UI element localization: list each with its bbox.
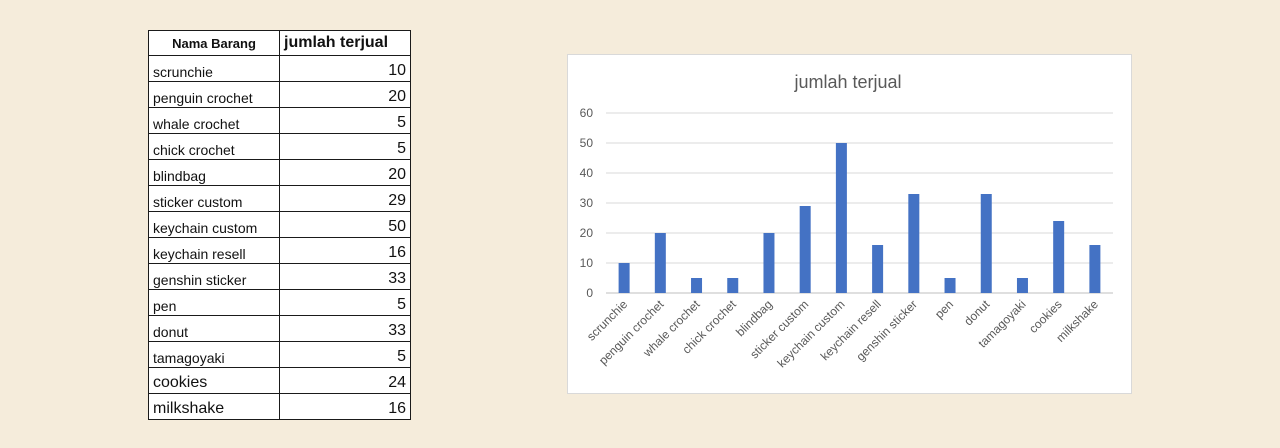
y-tick-label: 20: [580, 226, 594, 240]
table-row: chick crochet 5: [148, 133, 411, 160]
cell-nama-barang[interactable]: chick crochet: [148, 133, 280, 160]
table-row: whale crochet 5: [148, 107, 411, 134]
table-row: cookies 24: [148, 367, 411, 394]
table-row: scrunchie 10: [148, 55, 411, 82]
bar[interactable]: [872, 245, 884, 293]
cell-nama-barang[interactable]: blindbag: [148, 159, 280, 186]
y-tick-label: 50: [580, 136, 594, 150]
table-row: pen 5: [148, 289, 411, 316]
bar[interactable]: [908, 194, 920, 293]
cell-jumlah-terjual[interactable]: 24: [279, 367, 411, 394]
bar[interactable]: [1016, 278, 1028, 293]
table-body: scrunchie 10 penguin crochet 20 whale croche…: [148, 55, 411, 420]
bar[interactable]: [691, 278, 703, 293]
header-nama-barang[interactable]: Nama Barang: [148, 30, 280, 56]
cell-nama-barang[interactable]: whale crochet: [148, 107, 280, 134]
bar[interactable]: [1089, 245, 1101, 293]
cell-jumlah-terjual[interactable]: 33: [279, 315, 411, 342]
bar[interactable]: [1053, 221, 1065, 293]
y-tick-label: 0: [586, 286, 593, 300]
cell-jumlah-terjual[interactable]: 33: [279, 263, 411, 290]
cell-nama-barang[interactable]: tamagoyaki: [148, 341, 280, 368]
cell-nama-barang[interactable]: genshin sticker: [148, 263, 280, 290]
bar[interactable]: [654, 233, 666, 293]
table-row: tamagoyaki 5: [148, 341, 411, 368]
cell-nama-barang[interactable]: donut: [148, 315, 280, 342]
cell-nama-barang[interactable]: sticker custom: [148, 185, 280, 212]
table-row: donut 33: [148, 315, 411, 342]
y-tick-label: 30: [580, 196, 594, 210]
cell-jumlah-terjual[interactable]: 16: [279, 393, 411, 420]
y-axis-ticks: 0 10 20 30 40 50 60: [580, 106, 594, 300]
y-tick-label: 10: [580, 256, 594, 270]
header-jumlah-terjual[interactable]: jumlah terjual: [279, 30, 411, 56]
cell-nama-barang[interactable]: keychain custom: [148, 211, 280, 238]
table-row: milkshake 16: [148, 393, 411, 420]
x-category-label: pen: [932, 297, 956, 321]
cell-jumlah-terjual[interactable]: 20: [279, 159, 411, 186]
bar-chart[interactable]: jumlah terjual 0 10 20 30 40 50 60 scrunchie pe…: [567, 54, 1132, 394]
cell-nama-barang[interactable]: penguin crochet: [148, 81, 280, 108]
cell-nama-barang[interactable]: cookies: [148, 367, 280, 394]
cell-nama-barang[interactable]: milkshake: [148, 393, 280, 420]
cell-jumlah-terjual[interactable]: 5: [279, 341, 411, 368]
bar[interactable]: [799, 206, 811, 293]
table-row: blindbag 20: [148, 159, 411, 186]
table-header-row: Nama Barang jumlah terjual: [148, 30, 411, 56]
y-tick-label: 40: [580, 166, 594, 180]
cell-jumlah-terjual[interactable]: 20: [279, 81, 411, 108]
table-row: genshin sticker 33: [148, 263, 411, 290]
cell-nama-barang[interactable]: pen: [148, 289, 280, 316]
cell-nama-barang[interactable]: keychain resell: [148, 237, 280, 264]
bar[interactable]: [727, 278, 739, 293]
cell-jumlah-terjual[interactable]: 29: [279, 185, 411, 212]
cell-jumlah-terjual[interactable]: 5: [279, 133, 411, 160]
cell-jumlah-terjual[interactable]: 16: [279, 237, 411, 264]
bar[interactable]: [980, 194, 992, 293]
table-row: sticker custom 29: [148, 185, 411, 212]
bar[interactable]: [835, 143, 847, 293]
chart-gridlines: [606, 112, 1113, 294]
data-table: Nama Barang jumlah terjual scrunchie 10 pe…: [148, 30, 411, 420]
cell-nama-barang[interactable]: scrunchie: [148, 55, 280, 82]
table-row: keychain resell 16: [148, 237, 411, 264]
table-row: penguin crochet 20: [148, 81, 411, 108]
cell-jumlah-terjual[interactable]: 5: [279, 107, 411, 134]
bar[interactable]: [618, 263, 630, 293]
cell-jumlah-terjual[interactable]: 10: [279, 55, 411, 82]
chart-title: jumlah terjual: [793, 72, 901, 92]
cell-jumlah-terjual[interactable]: 50: [279, 211, 411, 238]
bar[interactable]: [944, 278, 956, 293]
x-category-label: donut: [961, 297, 993, 329]
chart-canvas: jumlah terjual 0 10 20 30 40 50 60 scrunchiepe…: [580, 72, 1113, 371]
y-tick-label: 60: [580, 106, 594, 120]
bar[interactable]: [763, 233, 775, 293]
chart-bars: [618, 143, 1101, 293]
cell-jumlah-terjual[interactable]: 5: [279, 289, 411, 316]
x-category-label: penguin crochet: [596, 297, 667, 368]
table-row: keychain custom 50: [148, 211, 411, 238]
